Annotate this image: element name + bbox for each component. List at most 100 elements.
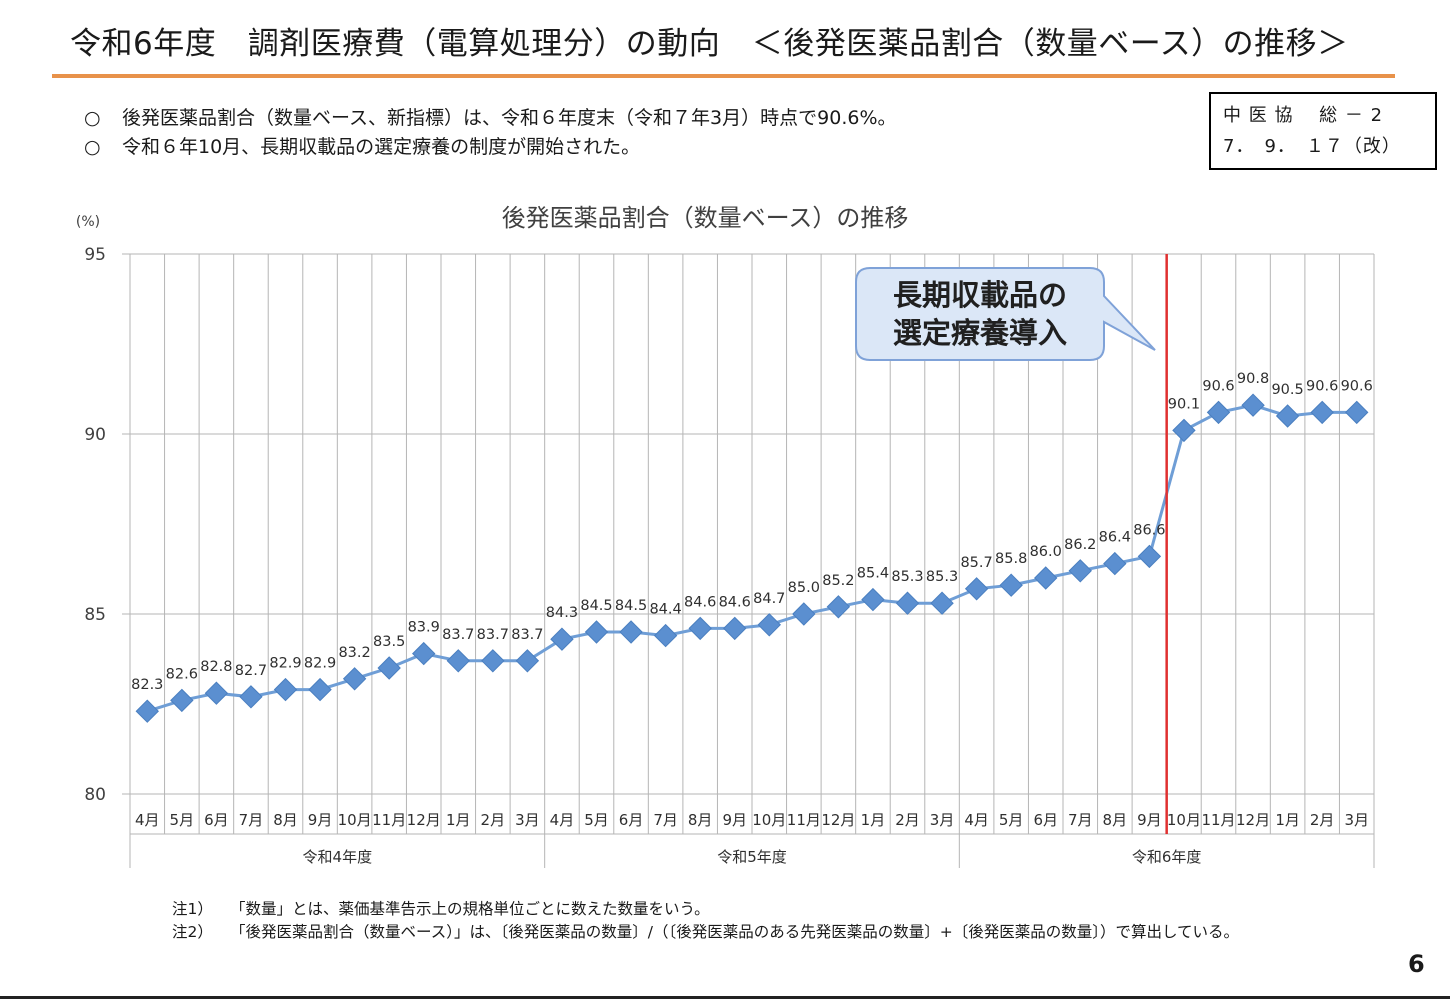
y-axis-unit: (%) bbox=[76, 214, 100, 230]
x-tick-label: 9月 bbox=[1137, 811, 1162, 829]
data-label: 84.5 bbox=[615, 598, 647, 614]
data-label: 84.3 bbox=[546, 605, 578, 621]
data-point-marker bbox=[826, 595, 851, 619]
x-tick-label: 10月 bbox=[752, 811, 786, 829]
data-label: 84.6 bbox=[684, 594, 716, 610]
data-point-marker bbox=[412, 641, 436, 666]
x-tick-label: 9月 bbox=[308, 811, 333, 829]
data-label: 82.9 bbox=[304, 656, 336, 672]
data-label: 85.8 bbox=[995, 551, 1027, 567]
x-tick-label: 4月 bbox=[964, 811, 989, 829]
y-tick-label: 80 bbox=[84, 785, 106, 805]
data-point-marker bbox=[619, 620, 643, 644]
x-tick-label: 5月 bbox=[584, 811, 609, 829]
data-label: 82.6 bbox=[166, 666, 198, 682]
x-tick-label: 3月 bbox=[1344, 811, 1369, 829]
data-label: 82.3 bbox=[131, 677, 163, 693]
x-tick-label: 8月 bbox=[1103, 811, 1128, 829]
data-point-marker bbox=[308, 677, 332, 702]
data-label: 85.3 bbox=[891, 569, 923, 585]
data-label: 84.6 bbox=[719, 594, 751, 610]
data-point-marker bbox=[792, 602, 816, 626]
data-point-marker bbox=[1172, 418, 1196, 443]
footnote-2: 注2） 「後発医薬品割合（数量ベース）」は、〔後発医薬品の数量〕/（〔後発医薬品の… bbox=[172, 921, 1239, 944]
data-label: 83.2 bbox=[338, 645, 370, 661]
x-tick-label: 10月 bbox=[1167, 811, 1201, 829]
data-label: 84.5 bbox=[580, 598, 612, 614]
data-point-marker bbox=[757, 613, 781, 637]
document-code-box: 中 医 協 総 － 2 7． 9． １７（改） bbox=[1209, 92, 1437, 170]
data-point-marker bbox=[273, 677, 298, 702]
data-point-marker bbox=[1103, 551, 1127, 576]
data-label: 90.6 bbox=[1341, 378, 1373, 394]
data-point-marker bbox=[1068, 559, 1092, 583]
x-tick-label: 11月 bbox=[787, 811, 821, 829]
bottom-rule bbox=[0, 996, 1450, 999]
y-tick-label: 95 bbox=[84, 245, 106, 265]
data-point-marker bbox=[1241, 393, 1265, 417]
data-point-marker bbox=[446, 649, 470, 673]
data-label: 84.7 bbox=[753, 591, 785, 607]
fiscal-year-label: 令和4年度 bbox=[303, 848, 373, 866]
footnote-text: 「後発医薬品割合（数量ベース）」は、〔後発医薬品の数量〕/（〔後発医薬品のある先… bbox=[230, 923, 1239, 941]
x-tick-label: 5月 bbox=[170, 811, 195, 829]
x-tick-label: 11月 bbox=[372, 811, 406, 829]
data-point-marker bbox=[861, 587, 885, 612]
fiscal-year-label: 令和5年度 bbox=[717, 848, 787, 866]
data-label: 90.5 bbox=[1271, 382, 1303, 398]
callout-text-line-2: 選定療養導入 bbox=[893, 316, 1067, 350]
fiscal-year-label: 令和6年度 bbox=[1132, 848, 1202, 866]
data-label: 85.4 bbox=[857, 566, 889, 582]
data-label: 90.1 bbox=[1168, 396, 1200, 412]
data-label: 90.8 bbox=[1237, 371, 1269, 387]
data-label: 82.8 bbox=[200, 659, 232, 675]
data-label: 85.7 bbox=[960, 555, 992, 571]
x-tick-label: 7月 bbox=[653, 811, 678, 829]
data-point-marker bbox=[964, 577, 989, 601]
data-label: 86.0 bbox=[1030, 544, 1062, 560]
data-point-marker bbox=[895, 591, 920, 615]
data-label: 84.4 bbox=[649, 602, 681, 618]
data-label: 86.4 bbox=[1099, 530, 1131, 546]
data-label: 82.9 bbox=[269, 656, 301, 672]
data-point-marker bbox=[1206, 400, 1231, 425]
x-tick-label: 8月 bbox=[273, 811, 298, 829]
x-tick-label: 4月 bbox=[550, 811, 575, 829]
page-number: 6 bbox=[1408, 950, 1425, 978]
data-point-marker bbox=[515, 649, 540, 673]
x-tick-label: 12月 bbox=[1236, 811, 1270, 829]
data-point-marker bbox=[239, 685, 263, 709]
y-tick-label: 85 bbox=[84, 605, 106, 625]
data-point-marker bbox=[1137, 544, 1162, 569]
x-tick-label: 3月 bbox=[515, 811, 540, 829]
x-tick-label: 12月 bbox=[821, 811, 855, 829]
data-point-marker bbox=[584, 620, 609, 644]
footnote-label: 注2） bbox=[172, 923, 213, 941]
bullet-item: ○ 後発医薬品割合（数量ベース、新指標）は、令和６年度末（令和７年3月）時点で90… bbox=[84, 104, 897, 133]
summary-bullets: ○ 後発医薬品割合（数量ベース、新指標）は、令和６年度末（令和７年3月）時点で90… bbox=[84, 104, 897, 162]
data-label: 83.5 bbox=[373, 634, 405, 650]
footnote-1: 注1） 「数量」とは、薬価基準告示上の規格単位ごとに数えた数量をいう。 bbox=[172, 898, 1239, 921]
data-point-marker bbox=[1034, 566, 1058, 590]
data-point-marker bbox=[688, 616, 712, 641]
x-tick-label: 6月 bbox=[619, 811, 644, 829]
x-tick-label: 1月 bbox=[1275, 811, 1300, 829]
data-label: 86.2 bbox=[1064, 537, 1096, 553]
data-label: 83.7 bbox=[442, 627, 474, 643]
data-label: 83.7 bbox=[511, 627, 543, 643]
x-tick-label: 12月 bbox=[407, 811, 441, 829]
data-point-marker bbox=[481, 649, 505, 673]
data-point-marker bbox=[135, 699, 159, 723]
x-tick-label: 7月 bbox=[1068, 811, 1093, 829]
x-tick-label: 6月 bbox=[1033, 811, 1058, 829]
data-point-marker bbox=[930, 591, 954, 615]
data-point-marker bbox=[1310, 400, 1334, 425]
x-tick-label: 2月 bbox=[481, 811, 506, 829]
circle-bullet-icon: ○ bbox=[84, 136, 101, 158]
data-point-marker bbox=[377, 656, 401, 680]
data-label: 85.2 bbox=[822, 573, 854, 589]
y-tick-label: 90 bbox=[84, 425, 106, 445]
x-tick-label: 6月 bbox=[204, 811, 229, 829]
data-label: 90.6 bbox=[1306, 378, 1338, 394]
